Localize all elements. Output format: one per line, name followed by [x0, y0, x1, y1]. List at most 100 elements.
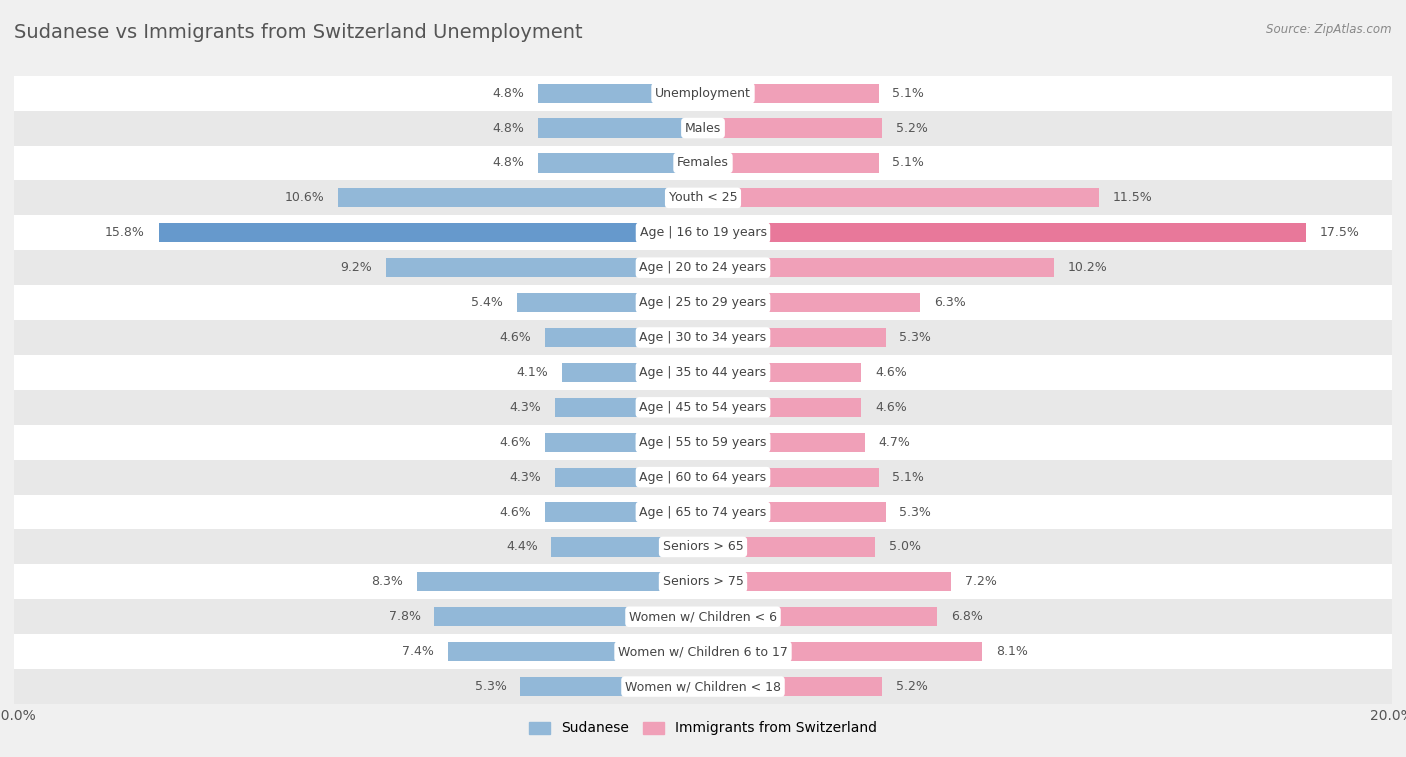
- Text: 7.8%: 7.8%: [388, 610, 420, 623]
- Text: Sudanese vs Immigrants from Switzerland Unemployment: Sudanese vs Immigrants from Switzerland …: [14, 23, 582, 42]
- Bar: [703, 223, 1306, 242]
- Legend: Sudanese, Immigrants from Switzerland: Sudanese, Immigrants from Switzerland: [523, 716, 883, 741]
- Text: Age | 65 to 74 years: Age | 65 to 74 years: [640, 506, 766, 519]
- Bar: [555, 397, 703, 417]
- Bar: [14, 529, 1392, 565]
- Bar: [387, 258, 703, 277]
- Bar: [703, 607, 938, 626]
- Bar: [703, 468, 879, 487]
- Text: 5.2%: 5.2%: [896, 680, 928, 693]
- Bar: [703, 432, 865, 452]
- Bar: [14, 145, 1392, 180]
- Text: 6.8%: 6.8%: [950, 610, 983, 623]
- Text: 7.2%: 7.2%: [965, 575, 997, 588]
- Bar: [703, 677, 882, 696]
- Text: Source: ZipAtlas.com: Source: ZipAtlas.com: [1267, 23, 1392, 36]
- Bar: [14, 320, 1392, 355]
- Bar: [703, 572, 950, 591]
- Text: 5.3%: 5.3%: [900, 506, 931, 519]
- Bar: [703, 293, 920, 312]
- Text: 5.0%: 5.0%: [889, 540, 921, 553]
- Bar: [14, 285, 1392, 320]
- Bar: [537, 118, 703, 138]
- Bar: [418, 572, 703, 591]
- Text: Age | 35 to 44 years: Age | 35 to 44 years: [640, 366, 766, 379]
- Bar: [703, 258, 1054, 277]
- Bar: [14, 669, 1392, 704]
- Text: Age | 60 to 64 years: Age | 60 to 64 years: [640, 471, 766, 484]
- Text: Women w/ Children < 18: Women w/ Children < 18: [626, 680, 780, 693]
- Bar: [14, 600, 1392, 634]
- Text: 4.4%: 4.4%: [506, 540, 537, 553]
- Bar: [703, 397, 862, 417]
- Text: 5.1%: 5.1%: [893, 471, 924, 484]
- Bar: [544, 328, 703, 347]
- Text: 8.3%: 8.3%: [371, 575, 404, 588]
- Bar: [434, 607, 703, 626]
- Bar: [551, 537, 703, 556]
- Text: 7.4%: 7.4%: [402, 645, 434, 658]
- Bar: [703, 537, 875, 556]
- Text: Females: Females: [678, 157, 728, 170]
- Text: 11.5%: 11.5%: [1114, 192, 1153, 204]
- Text: Age | 25 to 29 years: Age | 25 to 29 years: [640, 296, 766, 309]
- Bar: [703, 154, 879, 173]
- Bar: [703, 118, 882, 138]
- Text: 4.6%: 4.6%: [875, 400, 907, 414]
- Bar: [14, 425, 1392, 459]
- Bar: [14, 634, 1392, 669]
- Bar: [703, 328, 886, 347]
- Bar: [14, 459, 1392, 494]
- Text: Seniors > 65: Seniors > 65: [662, 540, 744, 553]
- Bar: [14, 565, 1392, 600]
- Text: 15.8%: 15.8%: [105, 226, 145, 239]
- Bar: [517, 293, 703, 312]
- Bar: [555, 468, 703, 487]
- Text: 4.6%: 4.6%: [499, 331, 531, 344]
- Bar: [703, 642, 981, 662]
- Text: Males: Males: [685, 122, 721, 135]
- Text: 4.3%: 4.3%: [509, 471, 541, 484]
- Bar: [14, 215, 1392, 251]
- Text: 17.5%: 17.5%: [1320, 226, 1360, 239]
- Text: Age | 55 to 59 years: Age | 55 to 59 years: [640, 436, 766, 449]
- Text: 5.3%: 5.3%: [900, 331, 931, 344]
- Text: 5.3%: 5.3%: [475, 680, 506, 693]
- Bar: [14, 111, 1392, 145]
- Bar: [703, 188, 1099, 207]
- Bar: [14, 76, 1392, 111]
- Text: 6.3%: 6.3%: [934, 296, 966, 309]
- Text: Women w/ Children < 6: Women w/ Children < 6: [628, 610, 778, 623]
- Bar: [14, 494, 1392, 529]
- Text: 4.7%: 4.7%: [879, 436, 911, 449]
- Text: 10.6%: 10.6%: [284, 192, 323, 204]
- Text: 5.2%: 5.2%: [896, 122, 928, 135]
- Text: 5.1%: 5.1%: [893, 157, 924, 170]
- Bar: [544, 503, 703, 522]
- Text: 4.3%: 4.3%: [509, 400, 541, 414]
- Bar: [159, 223, 703, 242]
- Text: Age | 30 to 34 years: Age | 30 to 34 years: [640, 331, 766, 344]
- Bar: [14, 180, 1392, 215]
- Text: 10.2%: 10.2%: [1069, 261, 1108, 274]
- Bar: [14, 355, 1392, 390]
- Bar: [703, 83, 879, 103]
- Text: Youth < 25: Youth < 25: [669, 192, 737, 204]
- Bar: [537, 154, 703, 173]
- Text: 4.8%: 4.8%: [492, 122, 524, 135]
- Text: 8.1%: 8.1%: [995, 645, 1028, 658]
- Text: 4.8%: 4.8%: [492, 86, 524, 100]
- Bar: [14, 251, 1392, 285]
- Text: Women w/ Children 6 to 17: Women w/ Children 6 to 17: [619, 645, 787, 658]
- Text: 4.6%: 4.6%: [499, 436, 531, 449]
- Bar: [520, 677, 703, 696]
- Bar: [562, 363, 703, 382]
- Bar: [337, 188, 703, 207]
- Text: 4.8%: 4.8%: [492, 157, 524, 170]
- Text: 5.4%: 5.4%: [471, 296, 503, 309]
- Bar: [449, 642, 703, 662]
- Text: 4.6%: 4.6%: [875, 366, 907, 379]
- Text: 9.2%: 9.2%: [340, 261, 373, 274]
- Text: 5.1%: 5.1%: [893, 86, 924, 100]
- Text: Unemployment: Unemployment: [655, 86, 751, 100]
